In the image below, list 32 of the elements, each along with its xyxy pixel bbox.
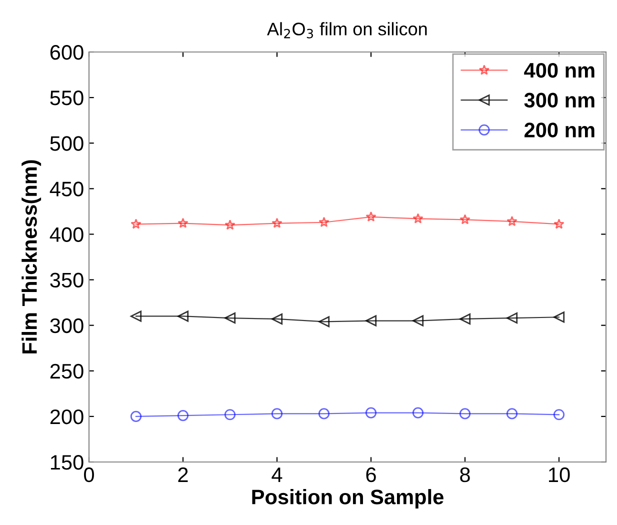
chart-title: Al$_{2}$O$_{3}$ film on silicon	[267, 22, 427, 38]
point	[412, 315, 424, 326]
x-tick-label: 2	[178, 467, 188, 482]
x-tick-label: 4	[272, 468, 282, 482]
y-tick-label: 500	[50, 136, 84, 151]
y-tick-label: 400	[50, 227, 84, 242]
point	[459, 313, 471, 325]
y-tick-label: 150	[50, 455, 84, 470]
legend-label: 400 nm	[524, 62, 594, 78]
point	[271, 313, 283, 325]
point	[365, 315, 377, 326]
y-axis-title: Film Thickness(nm)	[22, 160, 42, 354]
y-tick-label: 550	[50, 90, 84, 106]
point	[177, 310, 189, 322]
y-tick-label: 250	[50, 364, 84, 379]
point	[130, 310, 142, 322]
x-tick-label: 8	[460, 467, 470, 482]
y-tick-label: 350	[50, 272, 84, 288]
x-tick-label: 10	[549, 467, 570, 482]
point	[224, 312, 236, 324]
y-tick-label: 450	[50, 182, 84, 196]
x-tick-label: 6	[366, 467, 376, 482]
point	[553, 312, 565, 323]
x-tick-label: 0	[84, 467, 94, 482]
y-tick-label: 300	[50, 318, 84, 334]
point	[318, 316, 330, 328]
y-tick-label: 200	[50, 409, 84, 424]
y-tick-label: 600	[50, 45, 84, 60]
x-axis-title: Position on Sample	[252, 489, 444, 508]
legend-label: 300 nm	[524, 92, 594, 108]
legend-label: 200 nm	[524, 122, 594, 138]
point	[506, 312, 518, 324]
